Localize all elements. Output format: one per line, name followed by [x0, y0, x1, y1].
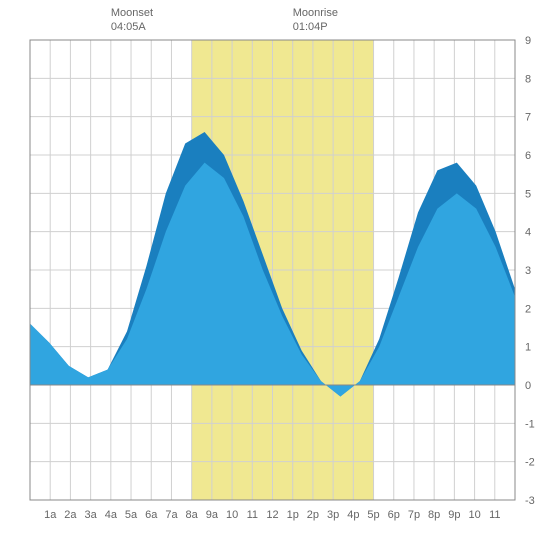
svg-text:3a: 3a [85, 509, 98, 521]
svg-text:5a: 5a [125, 509, 138, 521]
svg-text:1a: 1a [44, 509, 57, 521]
svg-text:6p: 6p [388, 509, 400, 521]
svg-text:2: 2 [525, 303, 531, 315]
chart-svg: 1a2a3a4a5a6a7a8a9a1011121p2p3p4p5p6p7p8p… [0, 0, 550, 550]
svg-text:10: 10 [468, 509, 480, 521]
moonset-label: Moonset 04:05A [111, 6, 153, 35]
svg-text:3: 3 [525, 265, 531, 277]
svg-text:9a: 9a [206, 509, 219, 521]
svg-text:12: 12 [266, 509, 278, 521]
moonrise-label: Moonrise 01:04P [293, 6, 338, 35]
svg-text:3p: 3p [327, 509, 339, 521]
moonrise-title: Moonrise [293, 6, 338, 20]
svg-text:6a: 6a [145, 509, 158, 521]
svg-text:6: 6 [525, 150, 531, 162]
svg-text:4p: 4p [347, 509, 359, 521]
tide-chart: 1a2a3a4a5a6a7a8a9a1011121p2p3p4p5p6p7p8p… [0, 0, 550, 550]
svg-text:7p: 7p [408, 509, 420, 521]
svg-text:-1: -1 [525, 418, 535, 430]
svg-text:11: 11 [489, 509, 500, 521]
moonset-time: 04:05A [111, 20, 153, 34]
svg-text:10: 10 [226, 509, 238, 521]
svg-text:8p: 8p [428, 509, 440, 521]
moonrise-time: 01:04P [293, 20, 338, 34]
svg-text:1: 1 [525, 342, 531, 354]
svg-text:4: 4 [525, 227, 531, 239]
svg-text:0: 0 [525, 380, 531, 392]
svg-text:-3: -3 [525, 495, 535, 507]
svg-text:9p: 9p [448, 509, 460, 521]
svg-text:2p: 2p [307, 509, 319, 521]
svg-text:5p: 5p [367, 509, 379, 521]
svg-text:5: 5 [525, 188, 531, 200]
moonset-title: Moonset [111, 6, 153, 20]
svg-text:8a: 8a [186, 509, 199, 521]
svg-text:7: 7 [525, 112, 531, 124]
svg-text:8: 8 [525, 73, 531, 85]
svg-text:11: 11 [247, 509, 258, 521]
svg-text:7a: 7a [165, 509, 178, 521]
svg-text:1p: 1p [287, 509, 299, 521]
svg-text:2a: 2a [64, 509, 77, 521]
svg-text:9: 9 [525, 35, 531, 47]
svg-text:-2: -2 [525, 457, 535, 469]
svg-text:4a: 4a [105, 509, 118, 521]
